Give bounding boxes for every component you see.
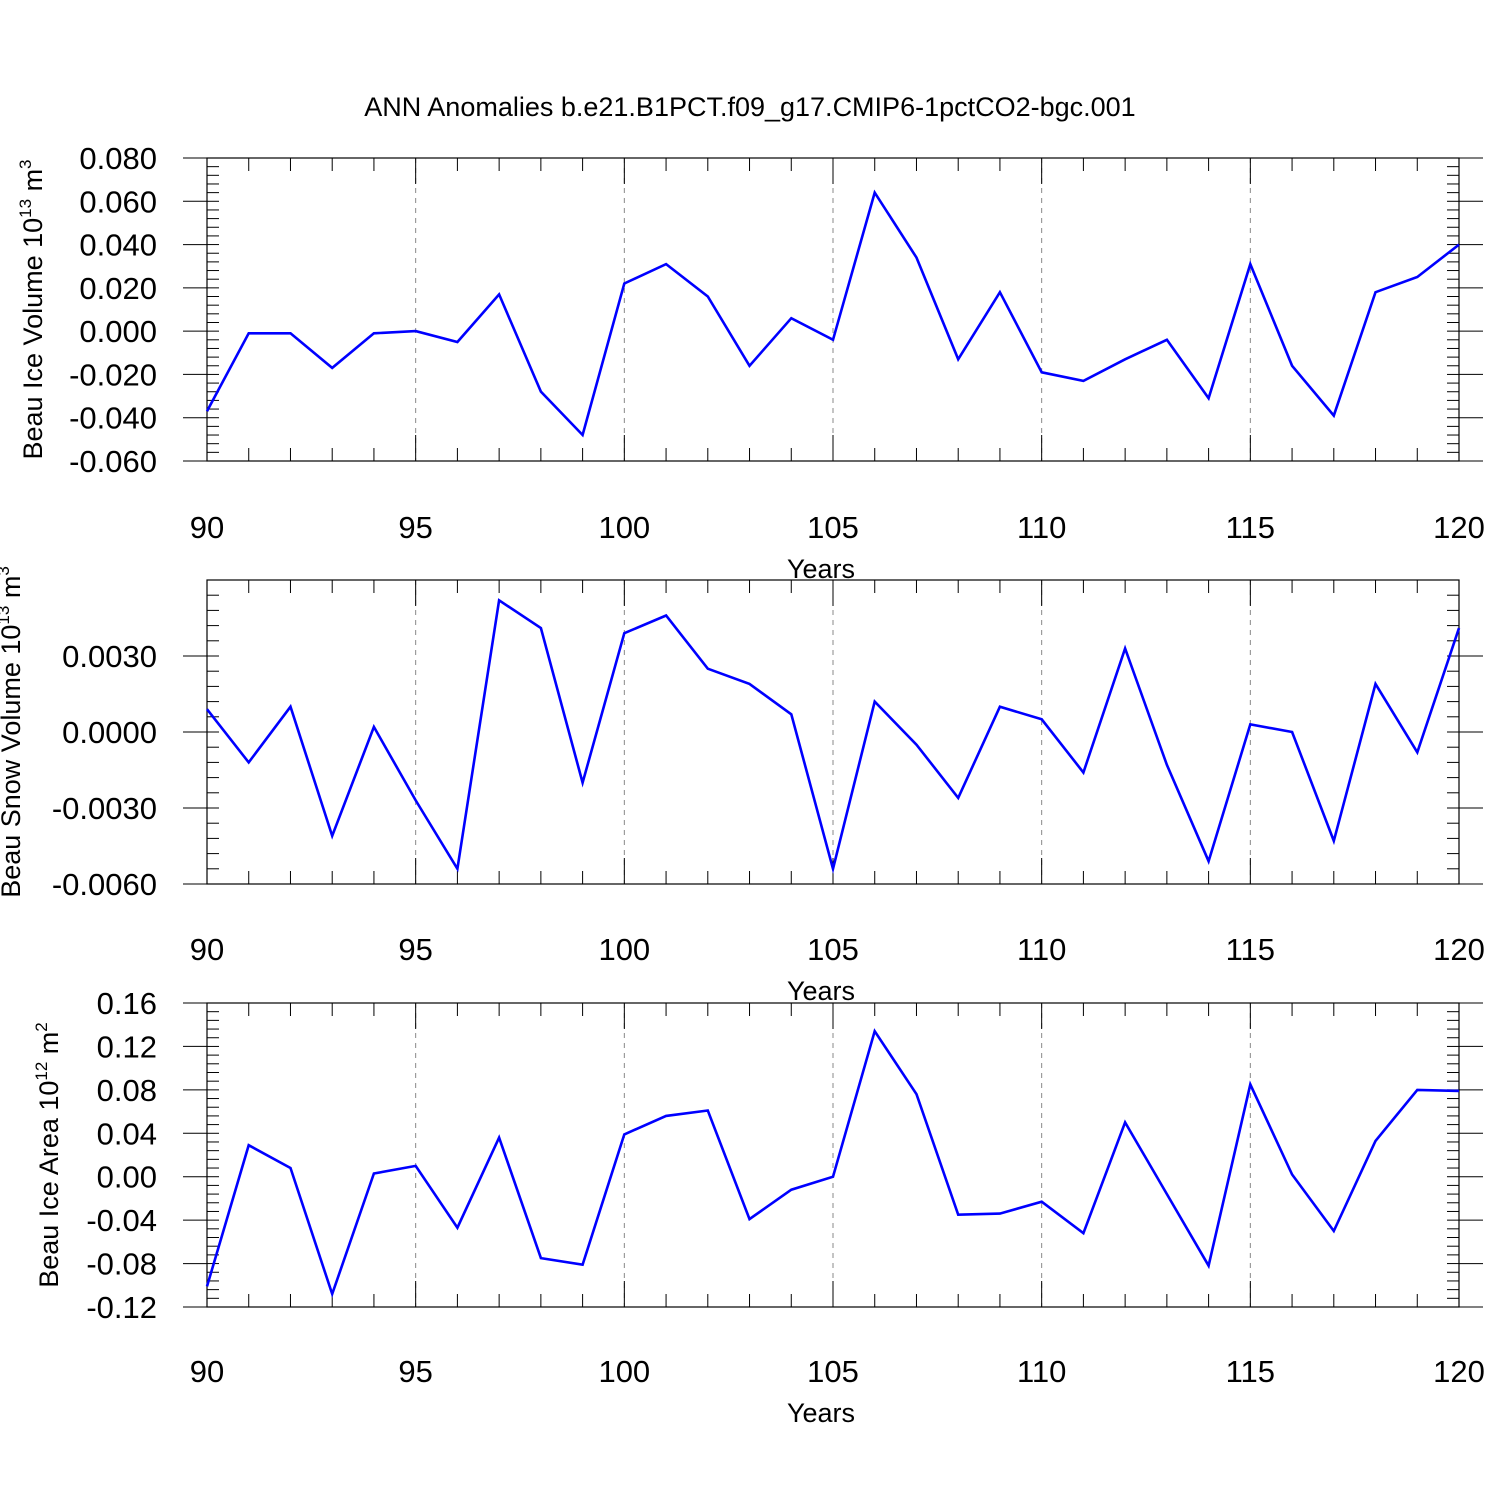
x-tick-label: 95 xyxy=(398,510,432,545)
y-tick-label: 0.000 xyxy=(79,314,157,349)
y-tick-label: 0.080 xyxy=(79,141,157,176)
y-tick-label: -0.04 xyxy=(86,1203,157,1238)
y-tick-label: 0.0000 xyxy=(62,715,157,750)
y-tick-label: 0.08 xyxy=(97,1073,157,1108)
y-tick-label: -0.040 xyxy=(69,401,157,436)
y-tick-label: -0.0030 xyxy=(52,791,157,826)
y-tick-label: 0.060 xyxy=(79,184,157,219)
series-line xyxy=(205,1028,1460,1299)
x-axis-label: Years xyxy=(787,554,855,584)
x-tick-label: 115 xyxy=(1226,932,1275,967)
y-tick-label: -0.08 xyxy=(86,1247,157,1282)
x-tick-label: 95 xyxy=(398,932,432,967)
panel-1: 0.080 0.060 0.040 0.020 0.000 -0.020 -0.040 -0.… xyxy=(16,141,1485,584)
x-tick-label: 90 xyxy=(190,510,224,545)
x-tick-label: 115 xyxy=(1226,1354,1275,1389)
y-tick-label: 0.040 xyxy=(79,228,157,263)
x-tick-label: 120 xyxy=(1433,510,1485,545)
y-tick-label: -0.0060 xyxy=(52,867,157,902)
y-tick-label: 0.00 xyxy=(97,1160,157,1195)
x-tick-label: 120 xyxy=(1433,1354,1485,1389)
x-tick-label: 110 xyxy=(1017,510,1066,545)
x-axis-label: Years xyxy=(787,1398,855,1428)
panel-3: 0.16 0.12 0.08 0.04 0.00 -0.04 -0.08 -0.12 90 95 1… xyxy=(32,986,1485,1428)
y-tick-label: 0.020 xyxy=(79,271,157,306)
y-tick-label: -0.020 xyxy=(69,357,157,392)
x-tick-label: 105 xyxy=(807,1354,859,1389)
x-tick-label: 100 xyxy=(598,1354,650,1389)
y-axis-label: Beau Ice Area 1012 m2 xyxy=(32,1022,64,1288)
x-tick-label: 100 xyxy=(598,932,650,967)
series-line xyxy=(205,598,1461,874)
y-tick-label: 0.04 xyxy=(97,1116,157,1151)
y-tick-label: 0.16 xyxy=(97,986,157,1021)
x-tick-label: 115 xyxy=(1226,510,1275,545)
x-tick-label: 95 xyxy=(398,1354,432,1389)
x-axis-label: Years xyxy=(787,976,855,1006)
series-line xyxy=(205,189,1460,438)
x-tick-label: 105 xyxy=(807,510,859,545)
x-tick-label: 105 xyxy=(807,932,859,967)
y-axis-label: Beau Ice Volume 1013 m3 xyxy=(16,159,48,459)
figure-title: ANN Anomalies b.e21.B1PCT.f09_g17.CMIP6-… xyxy=(364,92,1136,122)
y-tick-label: -0.12 xyxy=(86,1290,157,1325)
y-tick-label: -0.060 xyxy=(69,444,157,479)
x-tick-label: 110 xyxy=(1017,1354,1066,1389)
x-tick-label: 100 xyxy=(598,510,650,545)
y-axis-label: Beau Snow Volume 1013 m3 xyxy=(0,566,26,898)
x-tick-label: 90 xyxy=(190,932,224,967)
y-tick-label: 0.0030 xyxy=(62,639,157,674)
panel-2: 0.0030 0.0000 -0.0030 -0.0060 90 95 100 105 110 1… xyxy=(0,566,1485,1006)
y-tick-label: 0.12 xyxy=(97,1029,157,1064)
x-tick-label: 110 xyxy=(1017,932,1066,967)
x-tick-label: 90 xyxy=(190,1354,224,1389)
x-tick-label: 120 xyxy=(1433,932,1485,967)
